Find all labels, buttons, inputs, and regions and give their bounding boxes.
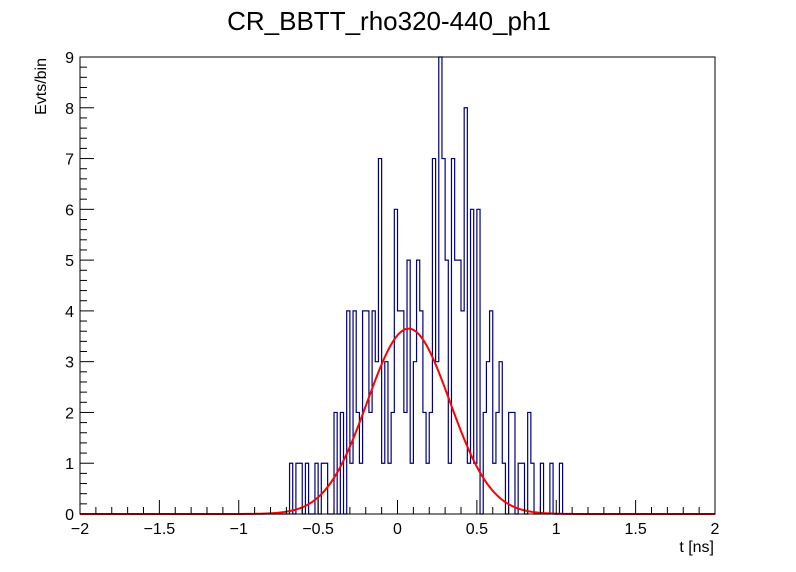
y-axis-title: Evts/bin — [33, 58, 50, 115]
x-tick-label: −0.5 — [302, 521, 334, 538]
histogram-bin — [404, 412, 407, 514]
histogram-bin — [347, 311, 350, 514]
y-tick-label: 0 — [65, 507, 74, 524]
histogram-bin — [369, 412, 372, 514]
histogram-bin — [471, 209, 474, 514]
x-tick-label: 2 — [711, 521, 720, 538]
histogram-bin — [394, 209, 397, 514]
histogram-bin — [436, 362, 439, 514]
axes-layer: −2 −1.5 −1 −0.5 0 0.5 1 1.5 2 0 1 2 3 4 5 6 7 8 9 — [65, 50, 719, 538]
y-tick-label: 9 — [65, 50, 74, 67]
histogram-bin — [299, 463, 302, 514]
y-tick-label: 8 — [65, 101, 74, 118]
histogram-layer — [80, 56, 715, 515]
histogram-outline — [80, 56, 715, 515]
histogram-bin — [518, 463, 521, 514]
histogram-bin — [359, 463, 362, 514]
x-tick-label: 1 — [552, 521, 561, 538]
histogram-bin — [448, 463, 451, 514]
histogram-bin — [378, 159, 381, 514]
histogram-bin — [451, 159, 454, 514]
x-tick-label: −1 — [230, 521, 248, 538]
histogram-bin — [391, 412, 394, 514]
histogram-bin — [417, 260, 420, 514]
histogram-bin — [407, 260, 410, 514]
histogram-bin — [375, 362, 378, 514]
histogram-bin — [499, 362, 502, 514]
histogram-bin — [398, 311, 401, 514]
histogram-bin — [372, 311, 375, 514]
x-tick-label: 1.5 — [625, 521, 647, 538]
x-axis-title: t [ns] — [679, 539, 714, 556]
y-tick-label: 1 — [65, 456, 74, 473]
histogram-bin — [486, 362, 489, 514]
histogram-bin — [366, 311, 369, 514]
histogram-bin — [420, 311, 423, 514]
histogram-bin — [490, 311, 493, 514]
y-tick-label: 6 — [65, 202, 74, 219]
x-tick-label: −1.5 — [144, 521, 176, 538]
histogram-bin — [458, 260, 461, 514]
histogram-bin — [455, 260, 458, 514]
histogram-bin — [429, 412, 432, 514]
x-tick-label: 0 — [393, 521, 402, 538]
histogram-bin — [413, 362, 416, 514]
histogram-bin — [512, 412, 515, 514]
histogram-bin — [296, 463, 299, 514]
histogram-bin — [531, 463, 534, 514]
histogram-bin — [502, 463, 505, 514]
histogram-bin — [290, 463, 293, 514]
histogram-bin — [496, 412, 499, 514]
histogram-bin — [321, 463, 324, 514]
histogram-bin — [401, 311, 404, 514]
histogram-bin — [528, 412, 531, 514]
histogram-bin — [550, 463, 553, 514]
histogram-bin — [388, 463, 391, 514]
histogram-bin — [467, 463, 470, 514]
histogram-bin — [461, 311, 464, 514]
histogram-bin — [483, 412, 486, 514]
histogram-bin — [423, 412, 426, 514]
y-tick-label: 5 — [65, 253, 74, 270]
histogram-bin — [410, 463, 413, 514]
histogram-bin — [464, 108, 467, 514]
y-tick-label: 2 — [65, 405, 74, 422]
y-tick-label: 3 — [65, 355, 74, 372]
x-tick-label: −2 — [71, 521, 89, 538]
histogram-bin — [521, 463, 524, 514]
histogram-bin — [426, 463, 429, 514]
histogram-bin — [382, 463, 385, 514]
y-tick-label: 4 — [65, 304, 74, 321]
histogram-bin — [353, 311, 356, 514]
y-tick-label: 7 — [65, 152, 74, 169]
histogram-bin — [442, 159, 445, 514]
histogram-bin — [445, 260, 448, 514]
histogram-bin — [540, 463, 543, 514]
histogram-bin — [493, 463, 496, 514]
histogram-bin — [385, 362, 388, 514]
histogram-bin — [559, 463, 562, 514]
histogram-bin — [334, 412, 337, 514]
histogram-bin — [509, 412, 512, 514]
histogram-bin — [439, 57, 442, 514]
histogram-bin — [350, 463, 353, 514]
histogram-bin — [432, 159, 435, 514]
x-tick-label: 0.5 — [466, 521, 488, 538]
chart-title: CR_BBTT_rho320-440_ph1 — [227, 6, 551, 36]
